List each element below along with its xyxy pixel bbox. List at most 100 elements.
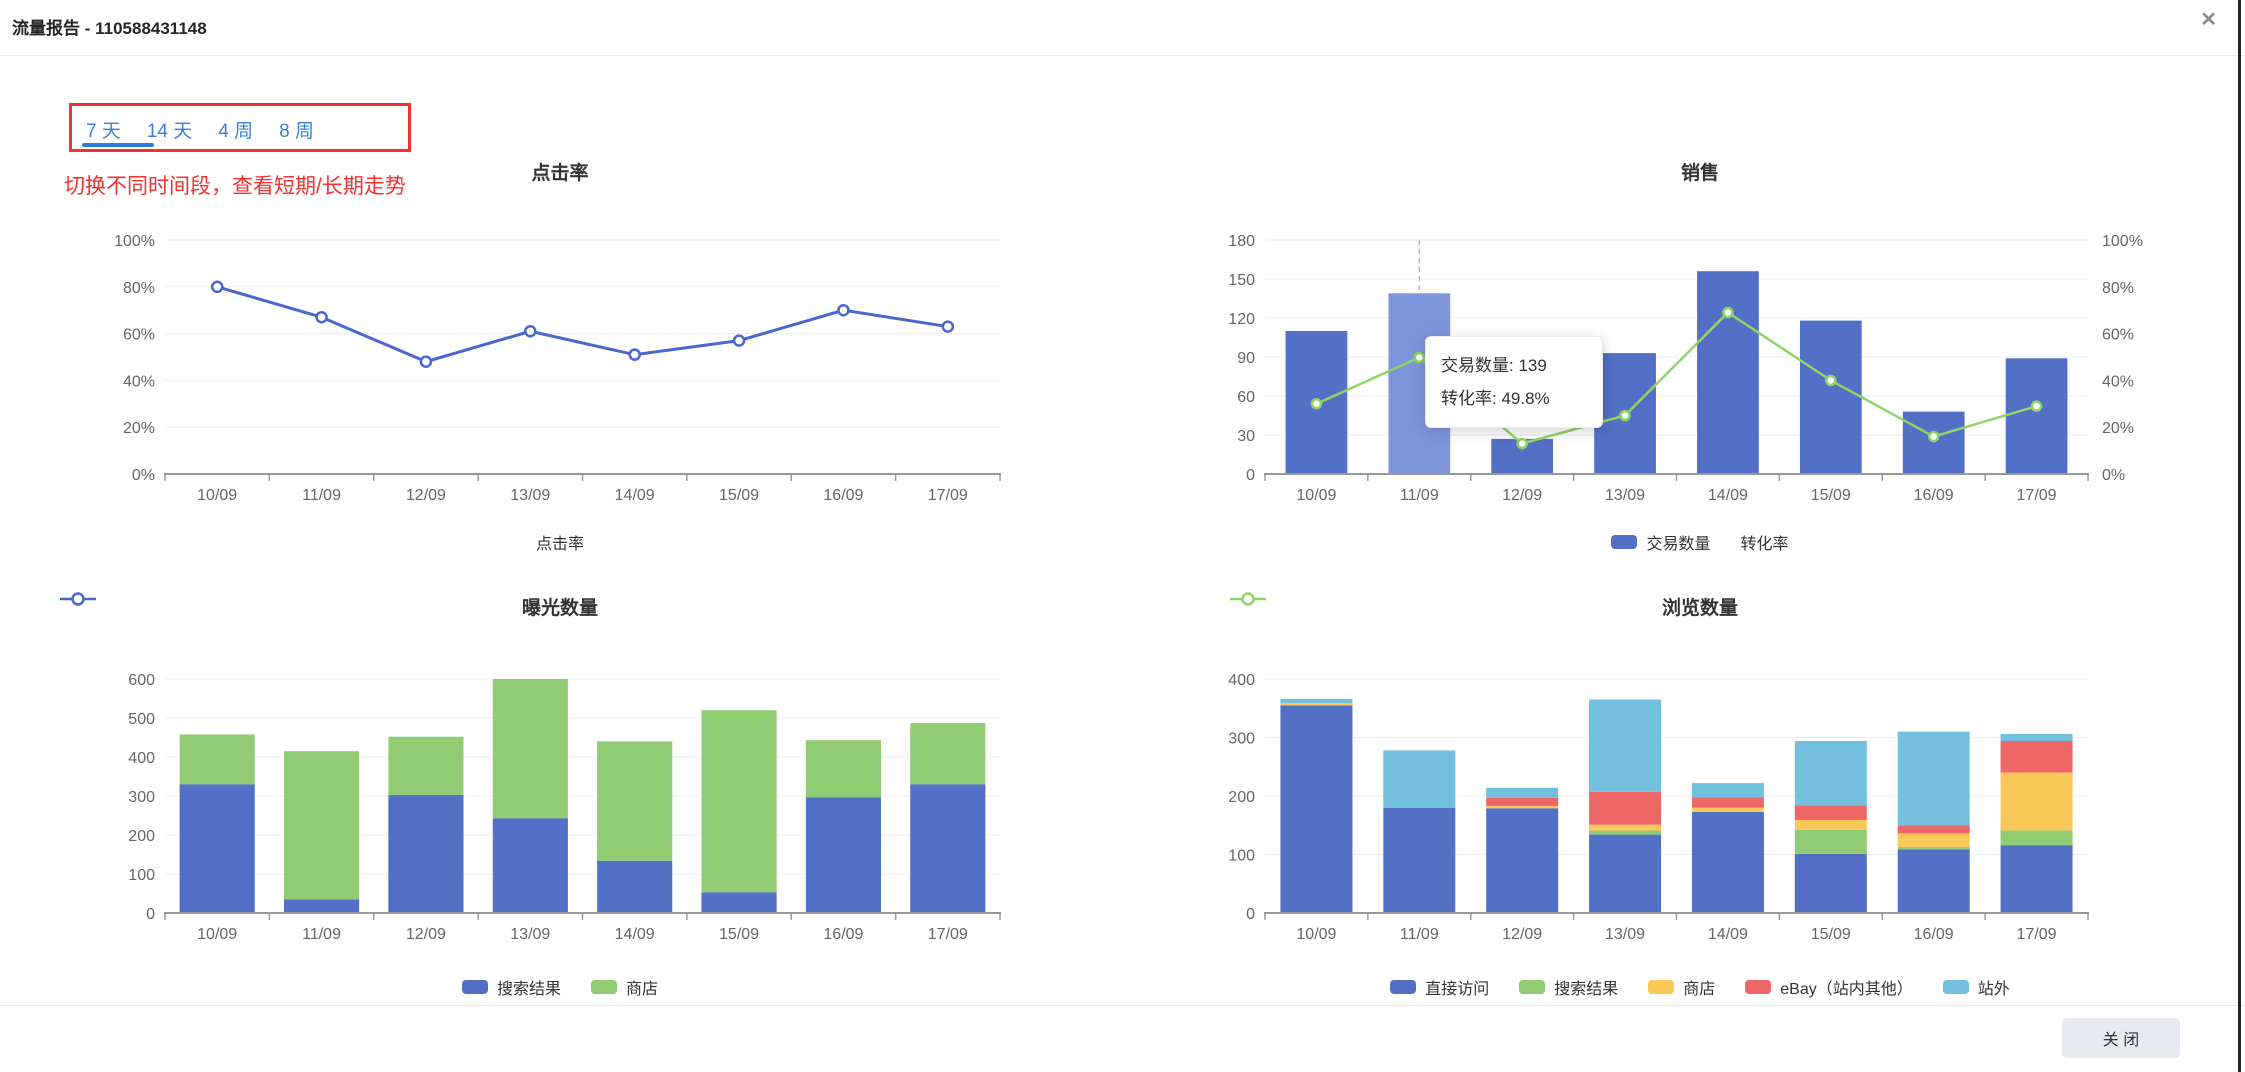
color-swatch xyxy=(1611,535,1638,549)
svg-text:200: 200 xyxy=(128,828,155,845)
svg-text:17/09: 17/09 xyxy=(928,487,968,504)
svg-text:30: 30 xyxy=(1237,428,1255,445)
legend-item[interactable]: 站外 xyxy=(1942,975,2010,999)
svg-text:10/09: 10/09 xyxy=(1296,487,1336,504)
impressions-legend: 搜索结果 商店 xyxy=(60,975,1060,999)
sales-bar-line-chart[interactable]: 0 30 60 90 120 150 180 0% 20% 40% 60% 80% 100% 10/09 1… xyxy=(1228,220,2170,520)
tab-8-weeks[interactable]: 8 周 xyxy=(279,121,314,142)
chart-title-sales: 销售 xyxy=(1680,163,1719,184)
svg-text:11/09: 11/09 xyxy=(302,926,341,943)
views-stacked-bar-chart[interactable]: 0 100 200 300 400 10/09 11/09 12/09 13/09 14/09 15… xyxy=(1228,643,2170,963)
legend-label: 直接访问 xyxy=(1425,981,1490,998)
modal-header: 流量报告 - 110588431148 ✕ xyxy=(0,0,2245,56)
legend-item[interactable]: 商店 xyxy=(591,975,658,999)
svg-text:15/09: 15/09 xyxy=(1811,487,1851,504)
tab-14-days[interactable]: 14 天 xyxy=(146,121,193,142)
svg-text:17/09: 17/09 xyxy=(2017,926,2057,943)
color-swatch xyxy=(1942,980,1969,994)
legend-item[interactable]: 搜索结果 xyxy=(461,975,561,999)
svg-text:150: 150 xyxy=(1228,272,1255,289)
svg-text:200: 200 xyxy=(1228,789,1255,806)
legend-item[interactable]: 转化率 xyxy=(1230,530,1789,606)
chart-title-impressions: 曝光数量 xyxy=(521,598,598,619)
svg-text:0: 0 xyxy=(1246,906,1255,923)
svg-text:17/09: 17/09 xyxy=(928,926,968,943)
svg-text:16/09: 16/09 xyxy=(1914,487,1954,504)
legend-item[interactable]: 直接访问 xyxy=(1390,975,1489,999)
window-edge xyxy=(2238,0,2241,1072)
timerange-highlight-box: 7 天 14 天 4 周 8 周 xyxy=(69,103,411,152)
legend-label: 点击率 xyxy=(535,536,584,553)
color-swatch xyxy=(461,980,488,994)
color-swatch xyxy=(591,980,617,994)
modal-footer: 关 闭 xyxy=(0,1005,2245,1072)
legend-label: 商店 xyxy=(1683,981,1716,998)
chart-title-views: 浏览数量 xyxy=(1661,598,1738,619)
svg-text:60%: 60% xyxy=(123,327,155,344)
legend-item[interactable]: 搜索结果 xyxy=(1519,975,1618,999)
svg-text:15/09: 15/09 xyxy=(719,926,759,943)
close-icon[interactable]: ✕ xyxy=(2200,9,2217,31)
tab-4-weeks[interactable]: 4 周 xyxy=(218,121,254,142)
svg-text:0%: 0% xyxy=(132,467,155,484)
impressions-stacked-bar-chart[interactable]: 0 100 200 300 400 500 600 10/09 11/09 12/09 13/09 1… xyxy=(60,643,1060,963)
svg-text:500: 500 xyxy=(128,711,155,728)
click-rate-legend: 点击率 xyxy=(60,530,1060,606)
tab-7-days[interactable]: 7 天 xyxy=(86,121,121,142)
active-tab-underline xyxy=(82,143,154,147)
svg-text:15/09: 15/09 xyxy=(1811,926,1851,943)
svg-text:120: 120 xyxy=(1228,311,1255,328)
svg-text:40%: 40% xyxy=(123,373,155,390)
svg-text:400: 400 xyxy=(1228,672,1255,689)
annotation-text: 切换不同时间段，查看短期/长期走势 xyxy=(64,175,406,198)
color-swatch xyxy=(1648,980,1675,994)
svg-text:0: 0 xyxy=(146,906,155,923)
tooltip-conversion-line: 转化率: 49.8% xyxy=(1441,389,1550,408)
svg-text:100%: 100% xyxy=(2102,233,2143,250)
click-rate-line-chart[interactable]: 0% 20% 40% 60% 80% 100% 10/09 11/09 12/09 13/09 14… xyxy=(60,220,1060,520)
svg-text:13/09: 13/09 xyxy=(1605,926,1645,943)
svg-text:14/09: 14/09 xyxy=(615,487,655,504)
chart-panel-sales: 销售 0 30 60 90 120 150 180 0% 20% 40% 60% 80% 100% 10/… xyxy=(1228,158,2170,606)
svg-text:14/09: 14/09 xyxy=(615,926,655,943)
svg-text:40%: 40% xyxy=(2102,373,2134,390)
svg-text:11/09: 11/09 xyxy=(1400,926,1439,943)
svg-text:100: 100 xyxy=(128,867,155,884)
tooltip-transactions-line: 交易数量: 139 xyxy=(1441,356,1547,375)
color-swatch xyxy=(1745,980,1772,994)
svg-text:12/09: 12/09 xyxy=(406,487,446,504)
svg-text:100%: 100% xyxy=(114,233,155,250)
legend-item[interactable]: eBay（站内其他） xyxy=(1745,975,1913,999)
chart-tooltip: 交易数量: 139 转化率: 49.8% xyxy=(1425,336,1603,428)
svg-text:16/09: 16/09 xyxy=(823,487,863,504)
svg-text:90: 90 xyxy=(1237,350,1255,367)
close-button[interactable]: 关 闭 xyxy=(2062,1018,2180,1058)
color-swatch xyxy=(1390,980,1417,994)
legend-item[interactable]: 点击率 xyxy=(60,530,584,606)
chart-title-click-rate: 点击率 xyxy=(531,163,589,184)
svg-text:0: 0 xyxy=(1246,467,1255,484)
legend-item[interactable]: 交易数量 xyxy=(1611,530,1711,554)
chart-panel-click-rate: 点击率 0% 20% 40% 60% 80% 100% 10/09 11/09 12/09 13/… xyxy=(60,158,1060,606)
svg-text:80%: 80% xyxy=(2102,280,2134,297)
legend-label: 站外 xyxy=(1977,981,2010,998)
legend-item[interactable]: 商店 xyxy=(1648,975,1715,999)
legend-label: eBay（站内其他） xyxy=(1780,981,1913,998)
timerange-tabs: 7 天 14 天 4 周 8 周 xyxy=(72,106,408,143)
svg-text:400: 400 xyxy=(128,750,155,767)
legend-label: 交易数量 xyxy=(1646,536,1711,553)
svg-text:10/09: 10/09 xyxy=(1296,926,1336,943)
legend-label: 商店 xyxy=(626,981,659,998)
svg-text:300: 300 xyxy=(128,789,155,806)
svg-text:12/09: 12/09 xyxy=(1502,487,1542,504)
line-marker-swatch xyxy=(60,592,96,606)
svg-text:13/09: 13/09 xyxy=(510,926,550,943)
svg-text:80%: 80% xyxy=(123,280,155,297)
svg-text:100: 100 xyxy=(1228,848,1255,865)
svg-text:14/09: 14/09 xyxy=(1708,926,1748,943)
svg-text:20%: 20% xyxy=(123,420,155,437)
legend-label: 搜索结果 xyxy=(1554,981,1619,998)
legend-label: 搜索结果 xyxy=(496,981,561,998)
chart-panel-impressions: 曝光数量 0 100 200 300 400 500 600 10/09 11/09 12/09 1… xyxy=(60,593,1060,1033)
svg-text:300: 300 xyxy=(1228,731,1255,748)
